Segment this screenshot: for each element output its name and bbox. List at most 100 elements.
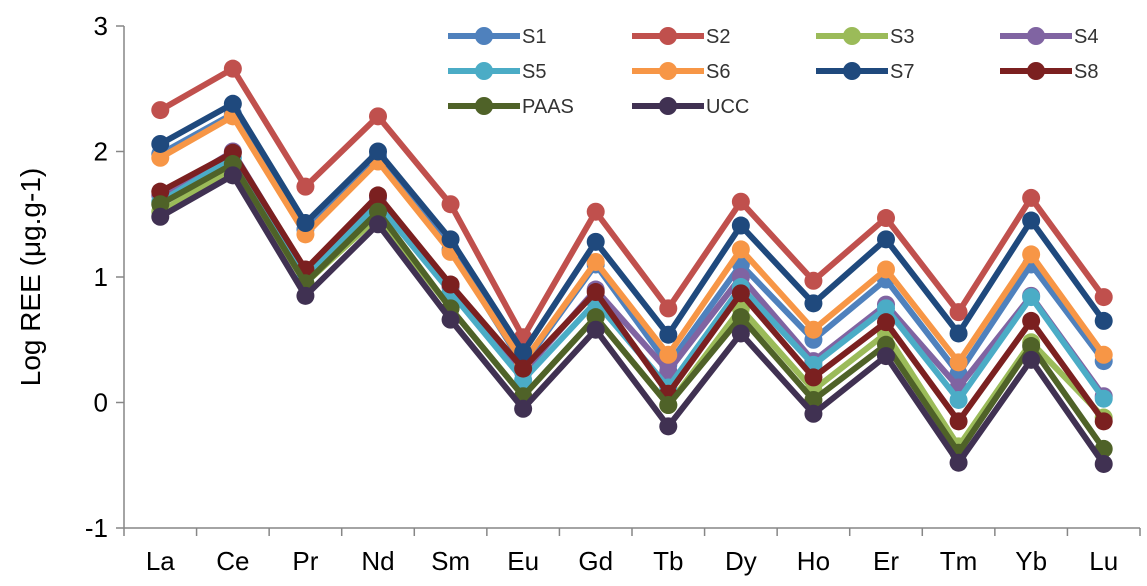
data-point xyxy=(659,299,678,318)
data-point xyxy=(1094,288,1113,307)
series-s8 xyxy=(151,143,1113,431)
data-point xyxy=(369,215,387,234)
data-point xyxy=(223,166,242,185)
series-ucc xyxy=(151,166,1113,473)
legend-label: S2 xyxy=(706,26,730,48)
series-line xyxy=(157,100,1107,356)
x-tick-label: Tm xyxy=(940,546,978,576)
data-point xyxy=(731,324,750,343)
data-point xyxy=(731,192,750,211)
legend-item-s1: S1 xyxy=(448,26,546,48)
x-tick-label: Tb xyxy=(653,546,683,576)
series-line xyxy=(157,172,1107,467)
legend-swatch-marker xyxy=(475,62,493,80)
data-point xyxy=(151,182,170,201)
legend-item-s7: S7 xyxy=(816,61,914,83)
data-point xyxy=(877,260,895,279)
x-tick-label: Nd xyxy=(361,546,394,576)
data-point xyxy=(369,107,387,126)
legend-label: S8 xyxy=(1074,61,1098,83)
legend-label: UCC xyxy=(706,96,749,118)
data-point xyxy=(1022,311,1041,330)
series-line xyxy=(157,110,1107,377)
data-point xyxy=(151,207,170,226)
data-point xyxy=(1094,389,1113,408)
data-point xyxy=(949,303,968,322)
x-tick-label: Sm xyxy=(431,546,470,576)
y-tick-label: 2 xyxy=(94,137,108,167)
series-s2 xyxy=(151,59,1113,347)
legend-item-s5: S5 xyxy=(448,61,546,83)
data-point xyxy=(369,202,387,221)
data-point xyxy=(804,404,823,423)
data-point xyxy=(731,216,750,235)
y-tick-label: 1 xyxy=(94,262,108,292)
data-point xyxy=(151,148,170,167)
series-s7 xyxy=(151,94,1113,362)
y-tick-label: 3 xyxy=(94,11,108,41)
legend-item-s4: S4 xyxy=(1000,26,1098,48)
data-point xyxy=(659,325,678,344)
data-point xyxy=(441,230,460,249)
data-point xyxy=(1022,188,1041,207)
data-point xyxy=(804,271,823,290)
data-point xyxy=(659,345,678,364)
data-point xyxy=(151,101,170,120)
legend-swatch-marker xyxy=(659,62,677,80)
data-point xyxy=(1022,288,1041,307)
legend-swatch-marker xyxy=(843,27,861,45)
data-point xyxy=(659,417,678,436)
x-tick-label: Dy xyxy=(725,546,757,576)
legend-item-s2: S2 xyxy=(632,26,730,48)
data-point xyxy=(441,275,460,294)
data-point xyxy=(223,94,242,113)
data-point xyxy=(877,209,895,228)
data-point xyxy=(659,396,678,415)
x-tick-label: Eu xyxy=(507,546,539,576)
data-point xyxy=(586,308,605,327)
data-point xyxy=(949,412,968,431)
y-tick-label: 0 xyxy=(94,388,108,418)
y-axis-title: Log REE (μg.g-1) xyxy=(15,168,46,386)
legend-label: S3 xyxy=(890,26,914,48)
data-point xyxy=(1094,412,1113,431)
data-point xyxy=(1022,350,1041,369)
data-point xyxy=(296,286,315,305)
x-tick-label: Lu xyxy=(1089,546,1118,576)
series-line xyxy=(157,149,1107,425)
data-point xyxy=(586,320,605,339)
data-point xyxy=(1094,311,1113,330)
data-point xyxy=(949,324,968,343)
data-point xyxy=(949,353,968,372)
x-tick-label: Er xyxy=(873,546,899,576)
data-point xyxy=(586,202,605,221)
data-point xyxy=(731,308,750,327)
legend-swatch-marker xyxy=(659,27,677,45)
legend-label: S7 xyxy=(890,61,914,83)
data-point xyxy=(877,230,895,249)
series-line xyxy=(157,65,1107,341)
x-tick-label: Gd xyxy=(578,546,613,576)
legend-item-ucc: UCC xyxy=(632,96,749,118)
data-point xyxy=(804,368,823,387)
data-point xyxy=(223,59,242,78)
legend: S1 S2 S3 S4 S5 S6 S7 S8 PAAS UCC xyxy=(448,26,1098,118)
legend-swatch-marker xyxy=(475,97,493,115)
legend-item-s6: S6 xyxy=(632,61,730,83)
legend-swatch-marker xyxy=(1027,62,1045,80)
data-point xyxy=(586,283,605,302)
data-point xyxy=(1022,245,1041,264)
data-point xyxy=(877,347,895,366)
legend-swatch-marker xyxy=(1027,27,1045,45)
x-tick-label: Ho xyxy=(797,546,830,576)
data-point xyxy=(804,320,823,339)
data-point xyxy=(151,195,170,214)
legend-label: S4 xyxy=(1074,26,1098,48)
data-point xyxy=(441,195,460,214)
legend-label: S6 xyxy=(706,61,730,83)
legend-swatch-marker xyxy=(843,62,861,80)
data-point xyxy=(949,453,968,472)
x-tick-label: Ce xyxy=(216,546,249,576)
data-point xyxy=(514,343,533,362)
